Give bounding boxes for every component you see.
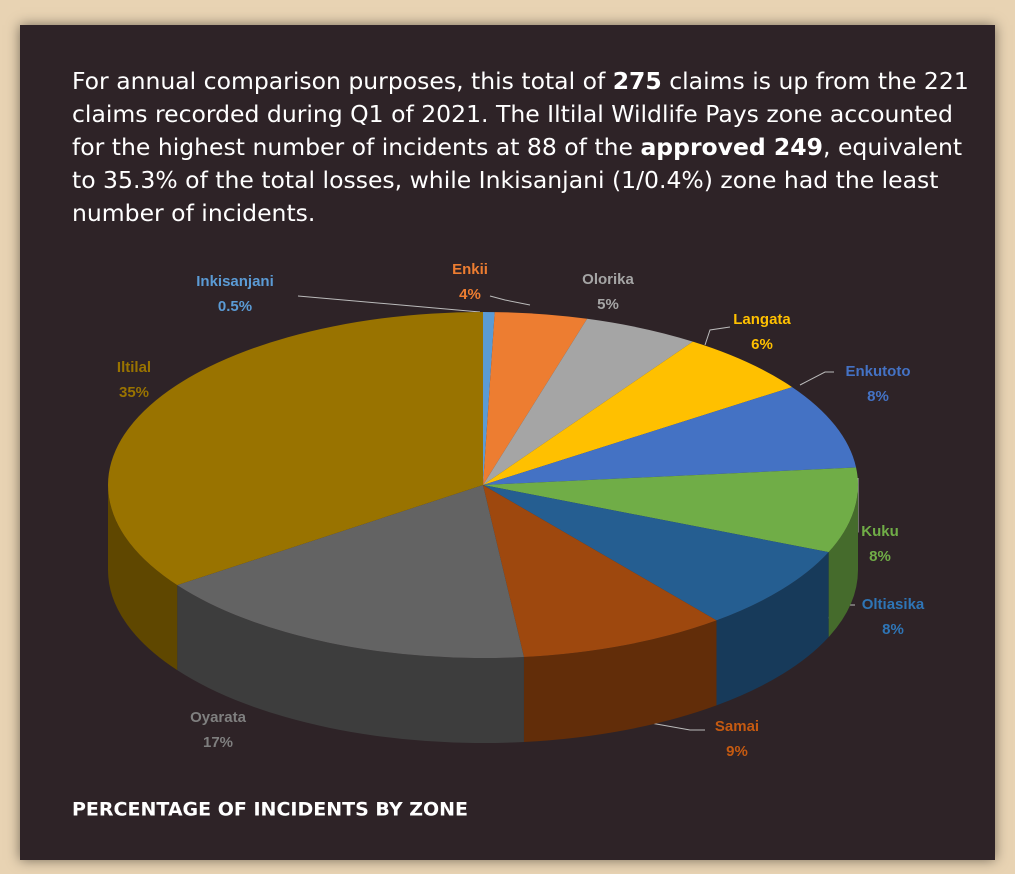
slice-value-label: 17% [203,734,233,751]
slice-value-label: 6% [751,336,773,353]
leader-line [644,721,705,731]
pie-slice [483,312,588,485]
pie-slice [483,312,495,485]
slice-label: Langata [733,311,791,328]
pie-slice [483,341,793,485]
chart-title: PERCENTAGE OF INCIDENTS BY ZONE [72,799,468,821]
pie-slice [177,485,524,658]
leader-line [799,371,834,386]
pie-side [523,620,717,742]
slice-value-label: 35% [119,384,149,401]
slice-label: Oyarata [190,709,247,726]
bold-text: approved 249 [640,133,823,161]
pie-slice [483,318,693,485]
pie-slice [483,467,859,553]
pie-side [177,585,524,743]
bold-text: 275 [612,67,662,95]
pie-slice [483,485,717,657]
pie-slice [107,312,483,586]
text: claims is up from the 221 claims recorde… [72,67,969,161]
pie-slice [483,485,829,621]
pie-side [828,485,858,638]
slice-value-label: 4% [459,286,481,303]
slice-label: Kuku [861,523,899,540]
slice-label: Oltiasika [862,596,925,613]
slice-label: Samai [715,718,759,735]
slice-value-label: 0.5% [218,298,252,315]
slice-label: Enkii [452,261,488,278]
paragraph: For annual comparison purposes, this tot… [72,65,972,230]
pie-slice [483,387,857,485]
pie-side [716,552,829,706]
text: For annual comparison purposes, this tot… [72,67,613,95]
slice-label: Inkisanjani [196,273,274,290]
text: , equivalent to 35.3% of the total losse… [72,133,963,227]
pie-side [108,485,178,671]
slice-label: Olorika [582,271,634,288]
slice-label: Iltilal [117,359,151,376]
slice-value-label: 8% [867,388,889,405]
slice-value-label: 9% [726,743,748,760]
leader-line [297,295,481,313]
leader-line [489,295,531,306]
slice-value-label: 8% [869,548,891,565]
slice-label: Enkutoto [846,363,911,380]
pie-tops [107,312,859,658]
slice-value-label: 5% [597,296,619,313]
pie-sides [108,485,858,743]
leader-line [704,326,731,346]
slice-value-label: 8% [882,621,904,638]
